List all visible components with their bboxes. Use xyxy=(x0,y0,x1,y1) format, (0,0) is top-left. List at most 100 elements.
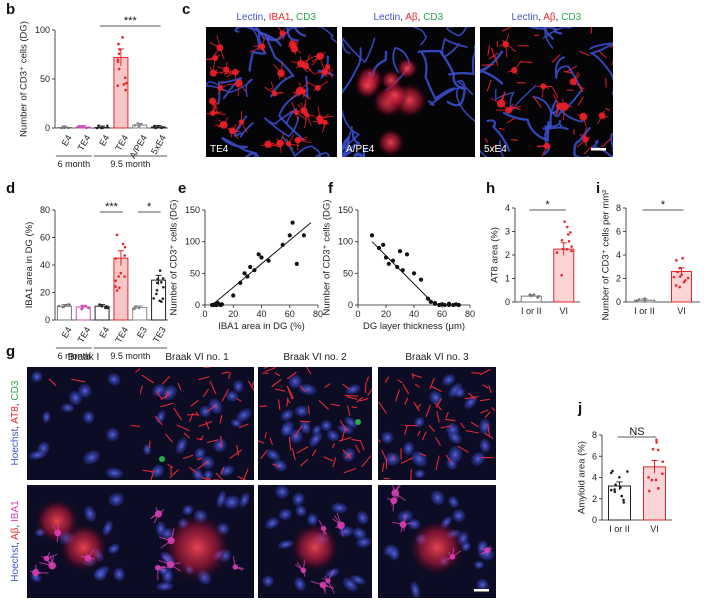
amyloid-deposit xyxy=(583,134,587,147)
microglia-process xyxy=(288,143,299,147)
f-xtick-label: 20 xyxy=(381,309,391,319)
i-ytick-label: 6 xyxy=(616,227,621,237)
microglia-process xyxy=(577,114,584,118)
amyloid-deposit xyxy=(577,96,584,106)
i-sig-label: * xyxy=(661,199,666,211)
j-sig-label: NS xyxy=(629,426,644,438)
h-point xyxy=(570,245,573,248)
microglia-process xyxy=(280,61,284,74)
microglia-process xyxy=(212,100,220,105)
vessel xyxy=(342,147,369,157)
microglia-process xyxy=(282,31,289,34)
microglia-process xyxy=(324,71,328,78)
microglia-process xyxy=(87,557,95,560)
microglia-process xyxy=(267,142,275,145)
micrograph-c-header-part: Lectin xyxy=(512,12,539,23)
tau-tangle xyxy=(264,432,267,439)
j-point xyxy=(651,447,655,451)
nucleus xyxy=(105,467,124,479)
tau-tangle xyxy=(445,411,449,419)
tau-tangle xyxy=(359,440,365,451)
microglia-process xyxy=(44,556,53,566)
tau-tangle xyxy=(414,383,420,388)
micrograph-c-header-part: , xyxy=(400,12,405,23)
microglia-process xyxy=(219,81,224,89)
micrograph-g-r1-c3 xyxy=(258,367,372,480)
h-ylabel: AT8 area (%) xyxy=(490,227,501,283)
d-point xyxy=(158,269,162,272)
tau-tangle xyxy=(402,384,410,394)
d-ytick-label: 0 xyxy=(45,315,50,325)
vessel xyxy=(281,136,330,157)
microglia-process xyxy=(290,90,300,100)
tau-tangle xyxy=(154,416,163,426)
e-point xyxy=(215,301,220,306)
d-point xyxy=(118,286,121,290)
vessel xyxy=(217,76,243,105)
micrograph-c-header: Lectin, Aβ, CD3 xyxy=(374,12,444,23)
j-point xyxy=(626,470,629,473)
microglia-process xyxy=(285,138,290,145)
micrograph-g-r2-c1 xyxy=(27,485,140,598)
tau-tangle xyxy=(167,463,174,468)
tau-tangle xyxy=(339,420,348,432)
j-point xyxy=(654,478,658,482)
microglia-process xyxy=(289,111,297,114)
micrograph-c-header-part: Lectin xyxy=(237,12,264,23)
micrograph-g-row-label-part: AT8 xyxy=(10,406,21,424)
plaque xyxy=(163,513,231,582)
nucleus xyxy=(447,431,462,444)
nucleus xyxy=(320,419,333,432)
microglia-process xyxy=(480,549,488,555)
micrograph-background xyxy=(27,367,140,480)
e-point xyxy=(287,233,292,238)
tau-tangle xyxy=(220,435,223,449)
microglia-process xyxy=(314,55,321,58)
tau-tangle xyxy=(330,403,341,407)
microglia-process xyxy=(261,35,267,47)
microglia-process xyxy=(452,548,455,557)
microglia-process xyxy=(279,143,282,153)
e-point xyxy=(256,252,261,257)
micrograph-g-row-label-part: , xyxy=(10,540,21,545)
microglia-process xyxy=(219,47,225,60)
tau-tangle xyxy=(351,438,360,442)
d-point xyxy=(134,306,137,310)
h-point xyxy=(565,225,569,229)
j-point xyxy=(647,476,650,479)
microglia-process xyxy=(288,143,294,150)
micrograph-g-r2-c3 xyxy=(258,485,372,598)
microglia-process xyxy=(230,130,233,138)
microglia-process xyxy=(324,71,331,76)
microglia-process xyxy=(226,82,239,86)
microglia-process xyxy=(220,69,227,75)
nucleus xyxy=(203,469,213,480)
b-point xyxy=(67,126,70,130)
microglia-process xyxy=(317,80,329,89)
d-xtick-label: TE4 xyxy=(76,325,93,344)
tau-tangle xyxy=(196,457,203,461)
i-ytick-label: 8 xyxy=(616,203,621,213)
microglia-process xyxy=(209,41,221,49)
d-group-label: 6 month xyxy=(58,351,91,361)
plaque xyxy=(291,523,339,572)
microglia-process xyxy=(232,130,241,133)
microglia-process xyxy=(217,65,227,71)
micrographs-c: Lectin, IBA1, CD3 TE4 Lectin, Aβ, CD3 A/PE4… xyxy=(206,12,613,157)
tau-tangle xyxy=(323,456,334,462)
tau-tangle xyxy=(190,400,199,407)
tau-tangle xyxy=(269,437,273,445)
tau-tangle xyxy=(355,444,360,454)
tau-tangle xyxy=(148,440,151,449)
h-point xyxy=(563,220,566,223)
microglia-process xyxy=(225,61,228,70)
nucleus xyxy=(429,390,443,405)
f-fit-line xyxy=(371,241,436,306)
e-ytick-label: 150 xyxy=(185,205,200,215)
d-point xyxy=(80,307,83,311)
nucleus xyxy=(309,431,323,447)
nucleus xyxy=(473,560,485,570)
tau-tangle xyxy=(141,374,154,384)
d-ylabel: IBA1 area in DG (%) xyxy=(24,222,35,309)
tau-tangle xyxy=(202,388,209,398)
